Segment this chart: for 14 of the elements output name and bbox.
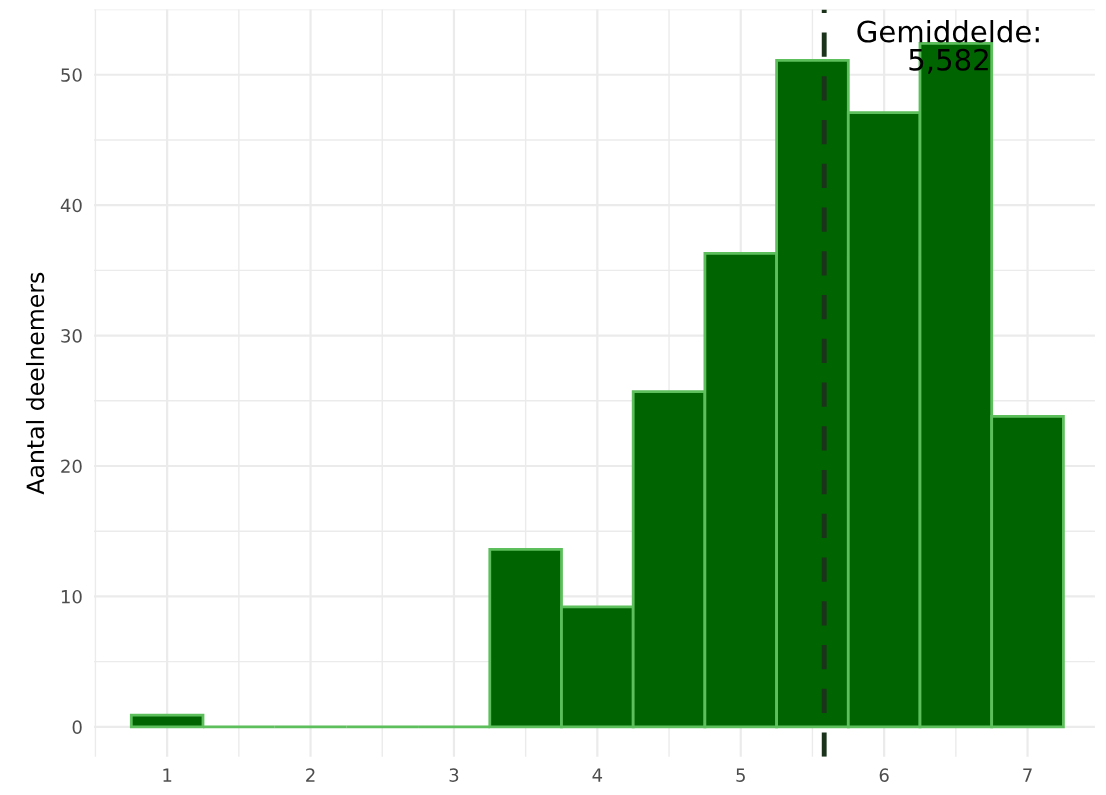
x-tick-label: 6 [879, 768, 889, 782]
y-tick-label: 10 [61, 589, 82, 604]
x-tick-label: 2 [306, 768, 315, 782]
x-tick-label: 1 [163, 768, 172, 782]
y-tick-label: 30 [61, 329, 82, 343]
x-tick-label: 5 [736, 768, 745, 782]
y-axis-title: Aantal deelnemers [25, 272, 45, 495]
x-tick-label: 3 [449, 768, 459, 782]
x-tick-label: 4 [592, 768, 603, 782]
x-tick-label: 7 [1023, 768, 1032, 782]
y-tick-label: 20 [61, 459, 82, 474]
y-tick-label: 50 [61, 68, 82, 82]
y-tick-label: 0 [72, 720, 82, 734]
y-tick-label: 40 [60, 198, 82, 213]
